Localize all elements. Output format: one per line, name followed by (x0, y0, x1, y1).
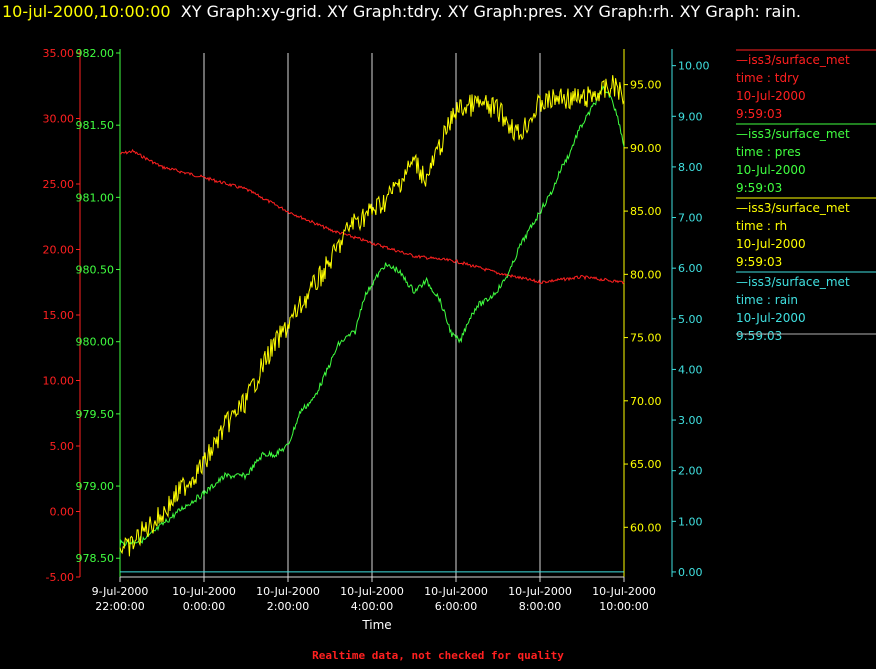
x-tick-label-date: 10-Jul-2000 (172, 585, 236, 598)
legend-source: —iss3/surface_met (736, 127, 850, 141)
x-tick-label-time: 6:00:00 (435, 600, 477, 613)
tick-label-tdry: 5.00 (50, 440, 75, 453)
tick-label-rh: 95.00 (630, 79, 662, 92)
tick-label-rh: 90.00 (630, 142, 662, 155)
x-tick-label-date: 9-Jul-2000 (92, 585, 149, 598)
legend-time: 9:59:03 (736, 181, 782, 195)
legend-date: 10-Jul-2000 (736, 311, 806, 325)
tick-label-pres: 981.50 (76, 119, 115, 132)
tick-label-rain: 8.00 (678, 161, 703, 174)
x-tick-label-time: 8:00:00 (519, 600, 561, 613)
tick-label-rh: 60.00 (630, 521, 662, 534)
x-tick-label-date: 10-Jul-2000 (508, 585, 572, 598)
series-line-tdry (119, 148, 625, 285)
legend-variable: time : tdry (736, 71, 799, 85)
legend-variable: time : rain (736, 293, 798, 307)
legend-time: 9:59:03 (736, 255, 782, 269)
legend-time: 9:59:03 (736, 329, 782, 343)
tick-label-pres: 979.00 (76, 480, 115, 493)
tick-label-tdry: 30.00 (43, 113, 75, 126)
tick-label-rain: 0.00 (678, 566, 703, 579)
x-tick-label-time: 0:00:00 (183, 600, 225, 613)
tick-label-tdry: 15.00 (43, 309, 75, 322)
x-tick-label-date: 10-Jul-2000 (340, 585, 404, 598)
tick-label-pres: 978.50 (76, 552, 115, 565)
tick-label-rain: 9.00 (678, 110, 703, 123)
x-tick-label-time: 22:00:00 (95, 600, 144, 613)
legend-source: —iss3/surface_met (736, 275, 850, 289)
tick-label-tdry: 25.00 (43, 178, 75, 191)
legend-variable: time : pres (736, 145, 801, 159)
legend-date: 10-Jul-2000 (736, 237, 806, 251)
tick-label-rain: 3.00 (678, 414, 703, 427)
x-tick-label-time: 2:00:00 (267, 600, 309, 613)
tick-label-tdry: 10.00 (43, 375, 75, 388)
title-timestamp: 10-jul-2000,10:00:00 (2, 2, 171, 21)
tick-label-pres: 980.50 (76, 264, 115, 277)
x-tick-label-date: 10-Jul-2000 (424, 585, 488, 598)
legend-source: —iss3/surface_met (736, 53, 850, 67)
x-tick-label-date: 10-Jul-2000 (592, 585, 656, 598)
legend-time: 9:59:03 (736, 107, 782, 121)
tick-label-rain: 1.00 (678, 515, 703, 528)
tick-label-rain: 2.00 (678, 465, 703, 478)
tick-label-pres: 980.00 (76, 336, 115, 349)
series-line-pres (119, 85, 625, 547)
tick-label-rain: 10.00 (678, 60, 710, 73)
legend-date: 10-Jul-2000 (736, 89, 806, 103)
series-line-rh (119, 75, 625, 557)
title-text: XY Graph:xy-grid. XY Graph:tdry. XY Grap… (180, 2, 802, 21)
tick-label-tdry: -5.00 (46, 571, 74, 584)
tick-label-rh: 75.00 (630, 332, 662, 345)
tick-label-rh: 85.00 (630, 205, 662, 218)
legend-date: 10-Jul-2000 (736, 163, 806, 177)
tick-label-tdry: 20.00 (43, 244, 75, 257)
tick-label-rh: 65.00 (630, 458, 662, 471)
tick-label-rh: 80.00 (630, 268, 662, 281)
tick-label-rain: 6.00 (678, 262, 703, 275)
legend-variable: time : rh (736, 219, 787, 233)
tick-label-pres: 979.50 (76, 408, 115, 421)
tick-label-pres: 982.00 (76, 47, 115, 60)
chart-title: 10-jul-2000,10:00:00 XY Graph:xy-grid. X… (2, 2, 874, 22)
tick-label-rh: 70.00 (630, 395, 662, 408)
tick-label-rain: 5.00 (678, 313, 703, 326)
x-axis-label: Time (361, 618, 391, 632)
tick-label-rain: 7.00 (678, 212, 703, 225)
legend-source: —iss3/surface_met (736, 201, 850, 215)
tick-label-rain: 4.00 (678, 363, 703, 376)
x-tick-label-date: 10-Jul-2000 (256, 585, 320, 598)
tick-label-tdry: 0.00 (50, 506, 75, 519)
x-tick-label-time: 10:00:00 (599, 600, 648, 613)
tick-label-tdry: 35.00 (43, 47, 75, 60)
x-tick-label-time: 4:00:00 (351, 600, 393, 613)
quality-notice: Realtime data, not checked for quality (312, 649, 564, 662)
tick-label-pres: 981.00 (76, 191, 115, 204)
